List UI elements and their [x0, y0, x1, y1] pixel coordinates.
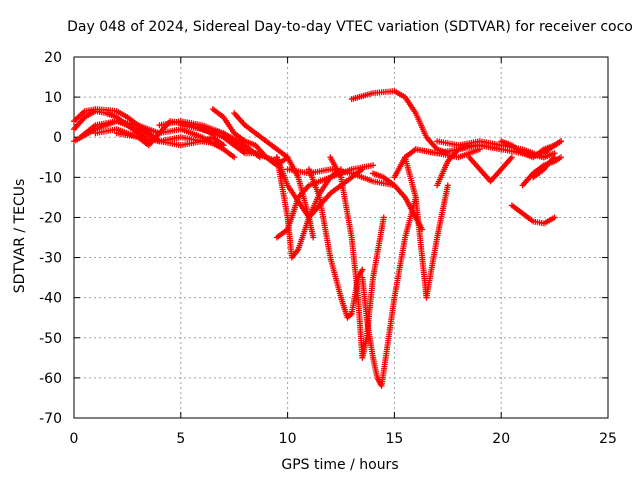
data-point: [444, 182, 451, 189]
y-tick-label: -20: [39, 210, 62, 226]
y-tick-label: -10: [39, 170, 62, 186]
x-tick-label: 0: [70, 431, 79, 447]
data-series-arc-21: [402, 154, 451, 301]
y-tick-label: -70: [39, 411, 62, 427]
y-tick-label: -40: [39, 291, 62, 307]
data-series-arc-16: [305, 166, 366, 321]
x-axis-label: GPS time / hours: [281, 457, 399, 473]
data-series-arc-20: [348, 88, 451, 157]
data-series-arc-10: [231, 110, 317, 241]
data-point: [231, 154, 238, 161]
data-point: [310, 234, 317, 241]
y-tick-label: 20: [44, 50, 62, 66]
y-tick-label: -50: [39, 331, 62, 347]
x-tick-label: 10: [279, 431, 297, 447]
data-series-arc-27: [498, 138, 565, 161]
data-point: [380, 214, 387, 221]
data-series-arc-29: [530, 154, 558, 181]
y-tick-label: -60: [39, 371, 62, 387]
data-series-arc-26: [466, 154, 515, 185]
y-axis-label: SDTVAR / TECUs: [12, 178, 28, 294]
y-tick-label: 10: [44, 90, 62, 106]
data-point: [551, 214, 558, 221]
x-tick-label: 25: [599, 431, 617, 447]
data-series-arc-30: [508, 202, 558, 227]
data-point: [220, 142, 227, 149]
chart-title: Day 048 of 2024, Sidereal Day-to-day VTE…: [67, 19, 633, 35]
data-point: [558, 138, 565, 145]
data-series-arc-9: [209, 106, 291, 169]
data-point: [256, 154, 263, 161]
y-tick-label: -30: [39, 251, 62, 267]
data-series-arc-11: [199, 126, 263, 161]
data-point: [508, 154, 515, 161]
data-series-arc-17: [327, 154, 387, 361]
plot-frame: [73, 56, 609, 419]
data-point: [551, 154, 558, 161]
data-point: [370, 162, 377, 169]
data-series-arc-18: [359, 194, 419, 389]
x-tick-label: 15: [385, 431, 403, 447]
data-series-arc-31: [540, 138, 565, 157]
x-tick-label: 5: [176, 431, 185, 447]
data-point: [359, 266, 366, 273]
y-tick-label: 0: [53, 130, 62, 146]
data-series-arc-25: [434, 142, 505, 189]
data-point: [498, 146, 505, 153]
x-tick-label: 20: [492, 431, 510, 447]
data-point: [558, 154, 565, 161]
